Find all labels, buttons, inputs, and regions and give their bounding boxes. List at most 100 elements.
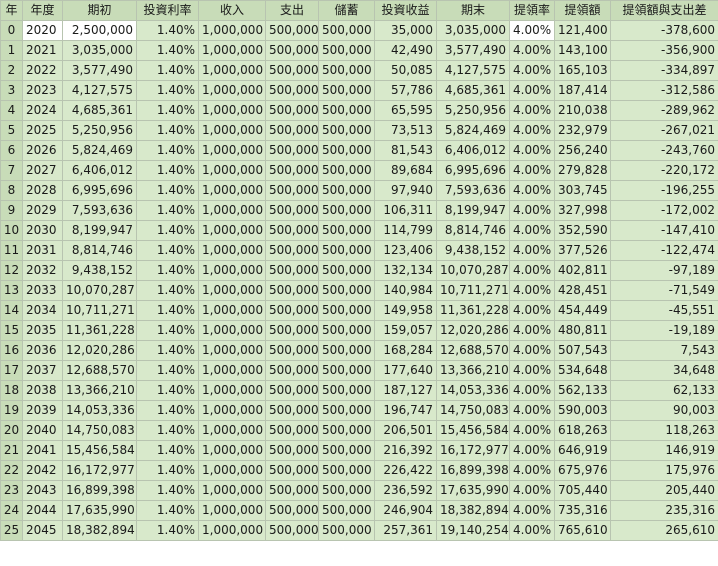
cell-opening-balance[interactable]: 14,750,083 <box>62 420 137 441</box>
cell-opening-balance[interactable]: 11,361,228 <box>62 320 137 341</box>
cell-income[interactable]: 1,000,000 <box>198 480 266 501</box>
cell-expense[interactable]: 500,000 <box>265 340 319 361</box>
cell-opening-balance[interactable]: 10,070,287 <box>62 280 137 301</box>
cell-investment-return[interactable]: 216,392 <box>374 440 437 461</box>
cell-expense[interactable]: 500,000 <box>265 200 319 221</box>
cell-withdrawal-amount[interactable]: 534,648 <box>554 360 611 381</box>
cell-investment-return[interactable]: 246,904 <box>374 500 437 521</box>
cell-investment-rate[interactable]: 1.40% <box>136 360 199 381</box>
cell-withdrawal-expense-gap[interactable]: -220,172 <box>610 160 718 181</box>
cell-withdrawal-rate[interactable]: 4.00% <box>509 200 555 221</box>
cell-closing-balance[interactable]: 17,635,990 <box>436 480 510 501</box>
cell-year-index[interactable]: 24 <box>0 500 23 521</box>
cell-withdrawal-rate[interactable]: 4.00% <box>509 60 555 81</box>
cell-savings[interactable]: 500,000 <box>318 320 375 341</box>
cell-withdrawal-expense-gap[interactable]: -45,551 <box>610 300 718 321</box>
column-header-income[interactable]: 收入 <box>198 0 266 21</box>
cell-investment-rate[interactable]: 1.40% <box>136 380 199 401</box>
cell-savings[interactable]: 500,000 <box>318 260 375 281</box>
cell-investment-return[interactable]: 89,684 <box>374 160 437 181</box>
cell-withdrawal-rate[interactable]: 4.00% <box>509 140 555 161</box>
cell-investment-rate[interactable]: 1.40% <box>136 120 199 141</box>
cell-withdrawal-amount[interactable]: 303,745 <box>554 180 611 201</box>
cell-opening-balance[interactable]: 8,199,947 <box>62 220 137 241</box>
cell-investment-rate[interactable]: 1.40% <box>136 100 199 121</box>
cell-opening-balance[interactable]: 5,824,469 <box>62 140 137 161</box>
cell-fiscal-year[interactable]: 2033 <box>22 280 63 301</box>
cell-savings[interactable]: 500,000 <box>318 220 375 241</box>
cell-withdrawal-rate[interactable]: 4.00% <box>509 320 555 341</box>
cell-income[interactable]: 1,000,000 <box>198 380 266 401</box>
cell-year-index[interactable]: 6 <box>0 140 23 161</box>
cell-fiscal-year[interactable]: 2029 <box>22 200 63 221</box>
cell-opening-balance[interactable]: 6,995,696 <box>62 180 137 201</box>
cell-year-index[interactable]: 1 <box>0 40 23 61</box>
cell-withdrawal-expense-gap[interactable]: -378,600 <box>610 20 718 41</box>
cell-closing-balance[interactable]: 3,577,490 <box>436 40 510 61</box>
cell-withdrawal-amount[interactable]: 402,811 <box>554 260 611 281</box>
cell-income[interactable]: 1,000,000 <box>198 60 266 81</box>
cell-investment-rate[interactable]: 1.40% <box>136 40 199 61</box>
cell-closing-balance[interactable]: 5,824,469 <box>436 120 510 141</box>
cell-year-index[interactable]: 15 <box>0 320 23 341</box>
cell-closing-balance[interactable]: 4,127,575 <box>436 60 510 81</box>
cell-closing-balance[interactable]: 8,814,746 <box>436 220 510 241</box>
cell-expense[interactable]: 500,000 <box>265 480 319 501</box>
column-header-opening-balance[interactable]: 期初 <box>62 0 137 21</box>
cell-investment-return[interactable]: 206,501 <box>374 420 437 441</box>
cell-opening-balance[interactable]: 13,366,210 <box>62 380 137 401</box>
cell-closing-balance[interactable]: 8,199,947 <box>436 200 510 221</box>
cell-expense[interactable]: 500,000 <box>265 60 319 81</box>
cell-year-index[interactable]: 17 <box>0 360 23 381</box>
cell-income[interactable]: 1,000,000 <box>198 300 266 321</box>
cell-opening-balance[interactable]: 18,382,894 <box>62 520 137 541</box>
cell-opening-balance[interactable]: 16,899,398 <box>62 480 137 501</box>
cell-income[interactable]: 1,000,000 <box>198 160 266 181</box>
cell-year-index[interactable]: 16 <box>0 340 23 361</box>
cell-year-index[interactable]: 18 <box>0 380 23 401</box>
cell-savings[interactable]: 500,000 <box>318 280 375 301</box>
cell-closing-balance[interactable]: 14,750,083 <box>436 400 510 421</box>
cell-opening-balance[interactable]: 5,250,956 <box>62 120 137 141</box>
cell-withdrawal-rate[interactable]: 4.00% <box>509 360 555 381</box>
cell-expense[interactable]: 500,000 <box>265 160 319 181</box>
cell-fiscal-year[interactable]: 2045 <box>22 520 63 541</box>
cell-withdrawal-amount[interactable]: 480,811 <box>554 320 611 341</box>
cell-closing-balance[interactable]: 19,140,254 <box>436 520 510 541</box>
cell-investment-rate[interactable]: 1.40% <box>136 480 199 501</box>
cell-investment-return[interactable]: 73,513 <box>374 120 437 141</box>
cell-investment-rate[interactable]: 1.40% <box>136 500 199 521</box>
cell-fiscal-year[interactable]: 2024 <box>22 100 63 121</box>
cell-withdrawal-expense-gap[interactable]: 205,440 <box>610 480 718 501</box>
cell-closing-balance[interactable]: 6,995,696 <box>436 160 510 181</box>
column-header-investment-return[interactable]: 投資收益 <box>374 0 437 21</box>
cell-opening-balance[interactable]: 17,635,990 <box>62 500 137 521</box>
cell-fiscal-year[interactable]: 2039 <box>22 400 63 421</box>
cell-withdrawal-rate[interactable]: 4.00% <box>509 300 555 321</box>
cell-investment-return[interactable]: 140,984 <box>374 280 437 301</box>
cell-investment-return[interactable]: 42,490 <box>374 40 437 61</box>
cell-closing-balance[interactable]: 3,035,000 <box>436 20 510 41</box>
cell-investment-return[interactable]: 149,958 <box>374 300 437 321</box>
column-header-fiscal-year[interactable]: 年度 <box>22 0 63 21</box>
cell-expense[interactable]: 500,000 <box>265 460 319 481</box>
cell-investment-rate[interactable]: 1.40% <box>136 180 199 201</box>
cell-investment-rate[interactable]: 1.40% <box>136 160 199 181</box>
cell-opening-balance[interactable]: 14,053,336 <box>62 400 137 421</box>
cell-expense[interactable]: 500,000 <box>265 420 319 441</box>
column-header-investment-rate[interactable]: 投資利率 <box>136 0 199 21</box>
cell-withdrawal-rate[interactable]: 4.00% <box>509 40 555 61</box>
cell-expense[interactable]: 500,000 <box>265 240 319 261</box>
cell-investment-return[interactable]: 236,592 <box>374 480 437 501</box>
cell-expense[interactable]: 500,000 <box>265 300 319 321</box>
cell-year-index[interactable]: 4 <box>0 100 23 121</box>
cell-withdrawal-amount[interactable]: 143,100 <box>554 40 611 61</box>
cell-opening-balance[interactable]: 2,500,000 <box>62 20 137 41</box>
cell-withdrawal-amount[interactable]: 618,263 <box>554 420 611 441</box>
cell-income[interactable]: 1,000,000 <box>198 220 266 241</box>
cell-savings[interactable]: 500,000 <box>318 520 375 541</box>
cell-savings[interactable]: 500,000 <box>318 40 375 61</box>
cell-investment-rate[interactable]: 1.40% <box>136 460 199 481</box>
cell-investment-rate[interactable]: 1.40% <box>136 400 199 421</box>
cell-savings[interactable]: 500,000 <box>318 340 375 361</box>
